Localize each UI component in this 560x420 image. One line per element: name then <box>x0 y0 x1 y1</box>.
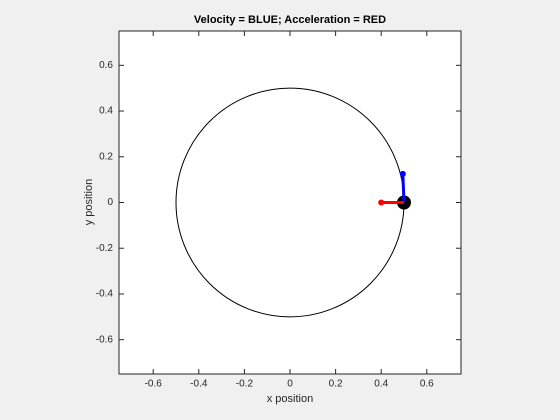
vector-tip <box>399 170 406 177</box>
y-tick-label: 0.4 <box>99 106 113 117</box>
y-tick-label: -0.4 <box>96 289 114 300</box>
x-tick-label: 0.4 <box>374 379 388 390</box>
y-tick-label: 0.2 <box>99 151 113 162</box>
y-tick-label: 0.6 <box>99 60 113 71</box>
y-tick-label: -0.2 <box>96 243 114 254</box>
y-tick-label: 0 <box>107 197 113 208</box>
x-tick-label: 0 <box>287 379 293 390</box>
x-tick-label: 0.2 <box>329 379 343 390</box>
x-axis-label: x position <box>267 393 313 405</box>
y-axis-label: y position <box>83 179 95 225</box>
vector-tip <box>378 199 385 206</box>
chart-title: Velocity = BLUE; Acceleration = RED <box>194 14 386 26</box>
y-tick-label: -0.6 <box>96 334 114 345</box>
vector-line <box>401 173 406 203</box>
x-tick-label: -0.6 <box>145 379 163 390</box>
x-tick-label: 0.6 <box>420 379 434 390</box>
x-tick-label: -0.2 <box>236 379 254 390</box>
x-tick-label: -0.4 <box>190 379 208 390</box>
axes-box <box>118 30 462 375</box>
